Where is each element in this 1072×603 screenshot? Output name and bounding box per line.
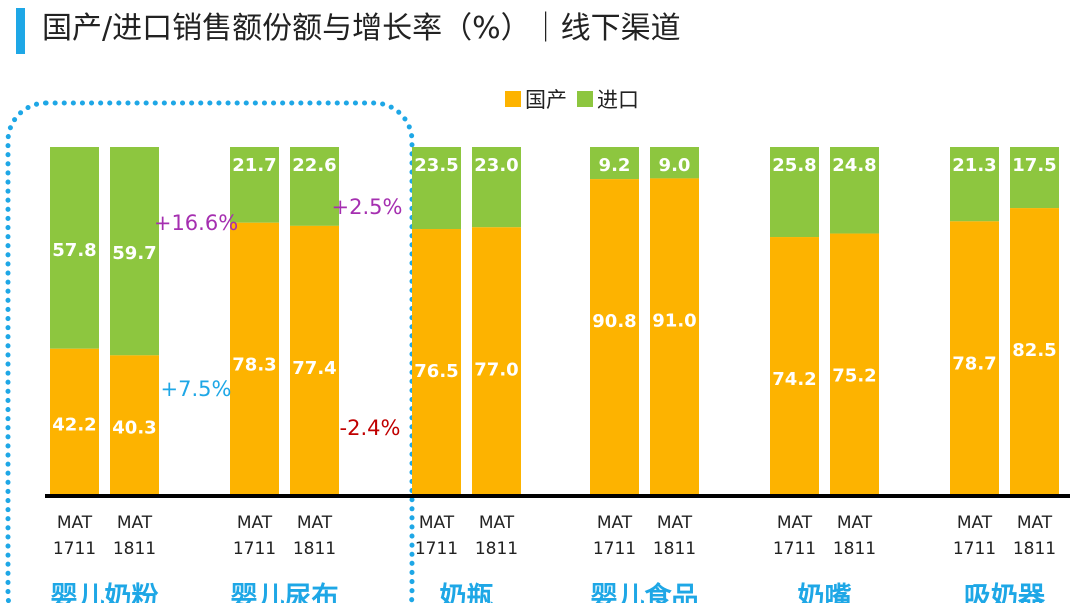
- x-tick-label: 1811: [1013, 539, 1056, 559]
- bar-domestic: [950, 221, 999, 496]
- bar-domestic: [50, 348, 99, 496]
- growth-annotation: +16.6%: [154, 211, 238, 235]
- bar-import: [590, 147, 639, 180]
- x-tick-label: 1711: [593, 539, 636, 559]
- bar-label-import: 21.7: [232, 155, 276, 176]
- bar-label-import: 23.5: [414, 155, 458, 176]
- x-tick-label: 1711: [953, 539, 996, 559]
- bar-domestic: [650, 178, 699, 496]
- bar-label-import: 17.5: [1012, 155, 1056, 176]
- x-tick-label: MAT: [837, 513, 873, 533]
- x-tick-label: 1711: [233, 539, 276, 559]
- bar-label-import: 22.6: [292, 155, 336, 176]
- legend-item-import: 进口: [577, 84, 639, 114]
- x-tick-label: MAT: [479, 513, 515, 533]
- bar-import: [110, 147, 159, 356]
- bar-label-domestic: 40.3: [112, 418, 156, 439]
- x-tick-label: MAT: [57, 513, 93, 533]
- x-tick-label: MAT: [597, 513, 633, 533]
- highlight-box: [5, 100, 415, 603]
- bar-import: [650, 147, 699, 179]
- x-tick-label: 1811: [653, 539, 696, 559]
- x-tick-label: MAT: [237, 513, 273, 533]
- legend-swatch-domestic: [505, 91, 521, 107]
- legend-item-domestic: 国产: [505, 84, 567, 114]
- category-label: 婴儿奶粉: [51, 582, 159, 603]
- growth-annotation: +2.5%: [332, 195, 403, 219]
- bar-import: [770, 147, 819, 238]
- bar-import: [412, 147, 461, 230]
- legend-label-domestic: 国产: [525, 88, 567, 112]
- x-tick-label: MAT: [117, 513, 153, 533]
- bar-import: [290, 147, 339, 226]
- bar-label-domestic: 76.5: [414, 361, 458, 382]
- bar-label-domestic: 42.2: [52, 414, 96, 435]
- x-tick-label: 1811: [293, 539, 336, 559]
- bar-import: [950, 147, 999, 222]
- growth-annotation: -2.4%: [340, 416, 401, 440]
- bar-label-import: 9.0: [659, 155, 691, 176]
- title-accent-bar: [16, 8, 25, 54]
- bar-label-import: 21.3: [952, 155, 996, 176]
- bar-domestic: [590, 179, 639, 496]
- bar-label-domestic: 90.8: [592, 311, 636, 332]
- bar-domestic: [110, 355, 159, 496]
- x-tick-label: 1811: [833, 539, 876, 559]
- bar-label-import: 24.8: [832, 155, 876, 176]
- legend: 国产 进口: [505, 84, 649, 114]
- bar-domestic: [830, 233, 879, 496]
- bar-label-import: 57.8: [52, 240, 96, 261]
- bar-label-domestic: 74.2: [772, 369, 816, 390]
- bar-label-import: 9.2: [599, 155, 631, 176]
- category-label: 婴儿尿布: [231, 582, 339, 603]
- bar-label-domestic: 75.2: [832, 366, 876, 387]
- legend-swatch-import: [577, 91, 593, 107]
- x-tick-label: MAT: [419, 513, 455, 533]
- bar-label-domestic: 78.7: [952, 353, 996, 374]
- bar-import: [1010, 147, 1059, 209]
- bar-import: [830, 147, 879, 234]
- bar-domestic: [472, 227, 521, 496]
- bar-domestic: [1010, 208, 1059, 496]
- bar-label-import: 25.8: [772, 155, 816, 176]
- bar-domestic: [412, 229, 461, 496]
- x-tick-label: 1711: [53, 539, 96, 559]
- bar-domestic: [770, 237, 819, 497]
- bar-label-domestic: 82.5: [1012, 340, 1056, 361]
- x-tick-label: 1711: [415, 539, 458, 559]
- bar-label-domestic: 77.4: [292, 358, 336, 379]
- growth-annotation: +7.5%: [161, 377, 232, 401]
- bar-import: [472, 147, 521, 228]
- bar-label-domestic: 78.3: [232, 355, 276, 376]
- category-label: 奶嘴: [798, 582, 852, 603]
- x-tick-label: 1811: [113, 539, 156, 559]
- bar-import: [230, 147, 279, 223]
- bar-label-import: 59.7: [112, 243, 156, 264]
- x-tick-label: MAT: [657, 513, 693, 533]
- bar-label-import: 23.0: [474, 155, 518, 176]
- x-tick-label: MAT: [777, 513, 813, 533]
- category-label: 吸奶器: [964, 582, 1046, 603]
- bar-label-domestic: 77.0: [474, 359, 518, 380]
- bar-domestic: [290, 225, 339, 496]
- bar-import: [50, 147, 99, 349]
- page-title: 国产/进口销售额份额与增长率（%）｜线下渠道: [42, 11, 681, 46]
- x-tick-label: 1711: [773, 539, 816, 559]
- category-label: 奶瓶: [440, 582, 494, 603]
- x-tick-label: 1811: [475, 539, 518, 559]
- x-tick-label: MAT: [957, 513, 993, 533]
- bar-domestic: [230, 222, 279, 496]
- x-tick-label: MAT: [1017, 513, 1053, 533]
- category-label: 婴儿食品: [591, 581, 699, 603]
- x-tick-label: MAT: [297, 513, 333, 533]
- legend-label-import: 进口: [597, 88, 639, 112]
- bar-label-domestic: 91.0: [652, 310, 696, 331]
